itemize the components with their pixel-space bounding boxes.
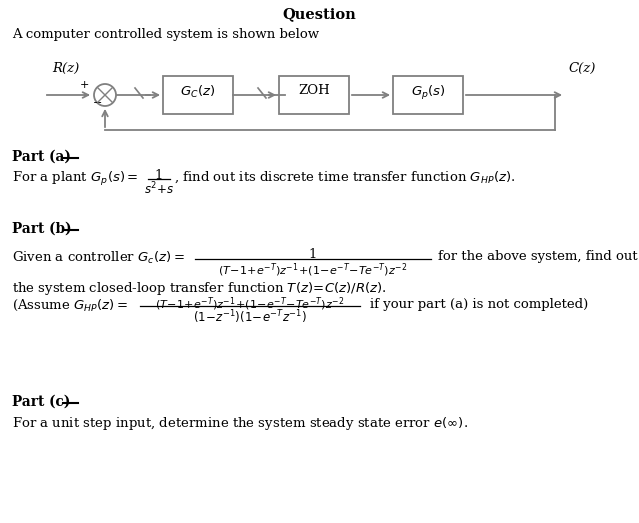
Text: C(z): C(z): [568, 62, 596, 75]
Text: $\mathit{G_C(z)}$: $\mathit{G_C(z)}$: [180, 84, 215, 100]
FancyBboxPatch shape: [163, 76, 233, 114]
Text: Question: Question: [282, 7, 356, 21]
Text: 1: 1: [155, 169, 163, 182]
Text: Part (c): Part (c): [12, 395, 70, 409]
Text: (Assume $G_{HP}(z)=$: (Assume $G_{HP}(z)=$: [12, 298, 128, 313]
Text: for the above system, find out: for the above system, find out: [438, 250, 638, 263]
Text: $(T\!-\!1\!+\!e^{-T})z^{-1}\!+\!(1\!-\!e^{-T}\!-\!Te^{-T})z^{-2}$: $(T\!-\!1\!+\!e^{-T})z^{-1}\!+\!(1\!-\!e…: [219, 261, 408, 279]
Text: −: −: [93, 98, 102, 108]
Text: $(T\!-\!1\!+\!e^{-T})z^{-1}\!+\!(1\!-\!e^{-T}\!-\!Te^{-T})z^{-2}$: $(T\!-\!1\!+\!e^{-T})z^{-1}\!+\!(1\!-\!e…: [155, 295, 344, 313]
Text: if your part (a) is not completed): if your part (a) is not completed): [370, 298, 589, 311]
FancyBboxPatch shape: [279, 76, 349, 114]
Text: 1: 1: [309, 248, 317, 261]
Text: $(1\!-\!z^{-1})(1\!-\!e^{-T}z^{-1})$: $(1\!-\!z^{-1})(1\!-\!e^{-T}z^{-1})$: [193, 308, 307, 326]
Text: , find out its discrete time transfer function $G_{HP}(z)$.: , find out its discrete time transfer fu…: [174, 170, 516, 186]
Text: For a unit step input, determine the system steady state error $e(\infty)$.: For a unit step input, determine the sys…: [12, 415, 468, 432]
FancyBboxPatch shape: [393, 76, 463, 114]
Text: Given a controller $G_c(z)=$: Given a controller $G_c(z)=$: [12, 250, 185, 266]
Text: A computer controlled system is shown below: A computer controlled system is shown be…: [12, 28, 319, 41]
Text: R(z): R(z): [52, 62, 79, 75]
Text: ZOH: ZOH: [298, 84, 330, 97]
Text: Part (a): Part (a): [12, 150, 71, 164]
Text: the system closed-loop transfer function $T(z)\!=\!C(z)/R(z)$.: the system closed-loop transfer function…: [12, 280, 387, 297]
Text: +: +: [80, 80, 89, 90]
Text: $s^2\!+\!s$: $s^2\!+\!s$: [144, 181, 174, 198]
Text: Part (b): Part (b): [12, 222, 72, 236]
Text: $\mathit{G_p(s)}$: $\mathit{G_p(s)}$: [411, 84, 445, 102]
Text: For a plant $G_p(s)=$: For a plant $G_p(s)=$: [12, 170, 139, 188]
Circle shape: [94, 84, 116, 106]
